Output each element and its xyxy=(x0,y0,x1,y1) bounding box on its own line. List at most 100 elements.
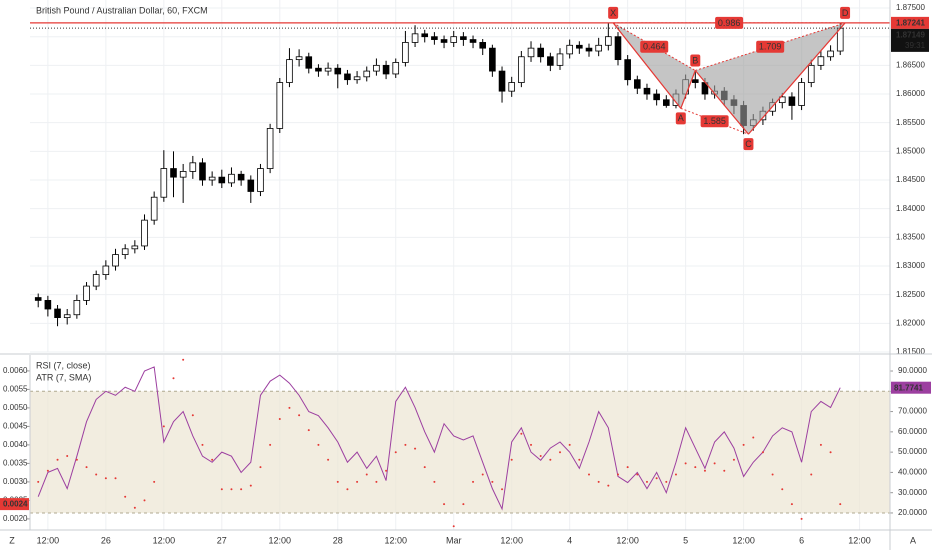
y-tick-label: 1.86000 xyxy=(896,89,925,98)
candle-body xyxy=(305,56,313,69)
ratio-box xyxy=(756,40,785,53)
candle-body xyxy=(247,179,255,192)
candle-body xyxy=(150,196,158,221)
candle-body xyxy=(257,168,264,192)
y-tick-label: 1.84500 xyxy=(896,175,925,184)
atr-dot xyxy=(162,425,165,428)
ratio-box xyxy=(640,40,669,53)
atr-dot xyxy=(626,466,629,469)
candle-body xyxy=(498,70,506,92)
candle-body xyxy=(614,36,622,61)
candle-body xyxy=(266,128,274,169)
atr-dot xyxy=(423,466,426,469)
atr-dot xyxy=(220,488,223,491)
candle-body xyxy=(421,33,429,38)
atr-dot xyxy=(462,503,465,506)
atr-dot xyxy=(694,466,697,469)
atr-dot xyxy=(336,480,339,483)
atr-dot xyxy=(317,443,320,446)
candle-body xyxy=(460,36,467,40)
atr-dot xyxy=(191,414,194,417)
candle-body xyxy=(691,79,699,83)
x-tick-label: 12:00 xyxy=(269,535,292,545)
x-tick-label: 12:00 xyxy=(37,535,60,545)
candle-body xyxy=(141,219,148,247)
atr-dot xyxy=(645,480,648,483)
candle-body xyxy=(34,297,42,301)
high-label-box xyxy=(891,16,929,29)
x-tick-label: 12:00 xyxy=(616,535,639,545)
candle-body xyxy=(276,82,284,129)
legend-rsi: RSI (7, close) xyxy=(36,360,91,370)
atr-dot xyxy=(452,525,455,528)
candle-body xyxy=(189,162,197,172)
candle-body xyxy=(102,265,110,276)
last-value-box xyxy=(891,381,931,394)
point-label: C xyxy=(745,139,752,149)
atr-dot xyxy=(839,503,842,506)
candle-body xyxy=(199,162,206,181)
x-tick-label: 12:00 xyxy=(384,535,407,545)
pattern-leg xyxy=(612,22,682,109)
atr-dot xyxy=(713,462,716,465)
atr-dot xyxy=(85,466,88,469)
atr-dot xyxy=(510,458,513,461)
point-box xyxy=(675,112,686,125)
candle-body xyxy=(605,36,612,46)
candle-body xyxy=(469,39,477,43)
rsi-tick-label: 90.0000 xyxy=(898,366,927,375)
auto-scale-button[interactable]: A xyxy=(910,535,916,545)
atr-dot xyxy=(829,451,832,454)
atr-dot xyxy=(684,462,687,465)
candle-body xyxy=(576,44,583,49)
point-label: A xyxy=(678,113,684,123)
candle-body xyxy=(218,176,226,184)
atr-dot xyxy=(616,473,619,476)
atr-dot xyxy=(404,443,407,446)
candle-body xyxy=(518,56,525,83)
atr-dot xyxy=(201,443,204,446)
atr-dot xyxy=(530,443,533,446)
candle-body xyxy=(411,33,419,43)
atr-dot xyxy=(66,455,69,458)
zoom-button[interactable]: Z xyxy=(9,535,15,545)
atr-dot xyxy=(46,469,49,472)
atr-dot xyxy=(95,473,98,476)
atr-tick-label: 0.0050 xyxy=(3,403,28,412)
x-tick-label: 5 xyxy=(683,535,688,545)
atr-dot xyxy=(414,447,417,450)
atr-dot xyxy=(703,469,706,472)
candle-body xyxy=(392,62,400,75)
candle-body xyxy=(527,47,535,58)
atr-dot xyxy=(568,443,571,446)
candle-body xyxy=(556,53,564,66)
candle-body xyxy=(324,67,332,72)
candle-body xyxy=(160,168,168,198)
chart-title: British Pound / Australian Dollar, 60, F… xyxy=(36,5,208,15)
candle-body xyxy=(382,64,390,75)
y-tick-label: 1.81500 xyxy=(896,347,925,356)
candle-body xyxy=(450,36,458,43)
atr-dot xyxy=(288,406,291,409)
atr-dot xyxy=(742,443,745,446)
candle-body xyxy=(817,56,825,66)
atr-dot xyxy=(37,480,40,483)
atr-dot xyxy=(800,517,803,520)
atr-dot xyxy=(539,455,542,458)
y-tick-label: 1.82000 xyxy=(896,318,925,327)
candle-body xyxy=(83,285,90,301)
x-tick-label: 26 xyxy=(101,535,111,545)
high-label: 1.87241 xyxy=(896,18,925,27)
atr-dot xyxy=(114,477,117,480)
atr-dot xyxy=(443,503,446,506)
candle-body xyxy=(179,171,187,178)
x-tick-label: Mar xyxy=(446,535,462,545)
atr-dot xyxy=(56,458,59,461)
rsi-tick-label: 70.0000 xyxy=(898,407,927,416)
atr-dot xyxy=(143,499,146,502)
price-label-box xyxy=(891,28,929,52)
labels-layer: 12:00 26 12:00 27 12:00 28 12:00 Mar 12:00 4 12:00… xyxy=(0,3,931,545)
candle-body xyxy=(92,274,100,287)
ratio-label: 0.986 xyxy=(718,18,741,28)
